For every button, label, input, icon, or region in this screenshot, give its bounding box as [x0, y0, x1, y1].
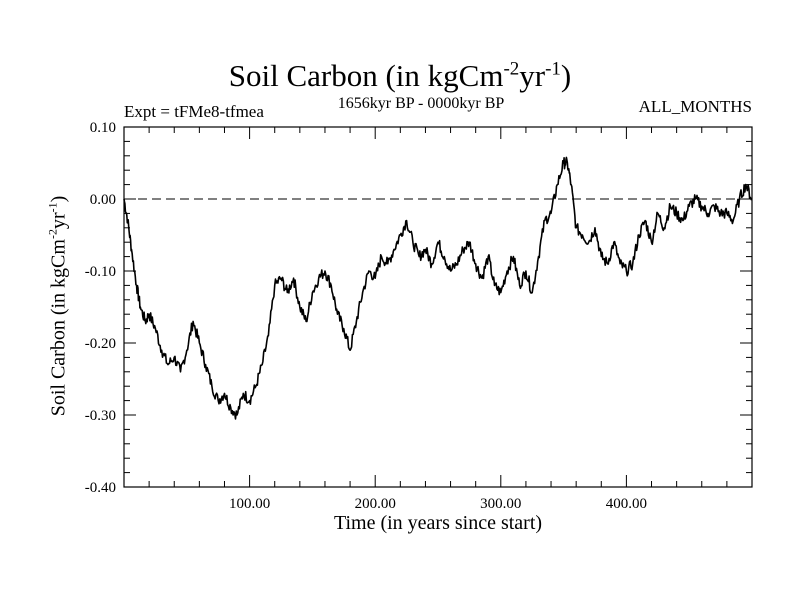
series-line-soil-carbon	[123, 156, 753, 420]
months-label: ALL_MONTHS	[638, 97, 752, 116]
experiment-label: Expt = tFMe8-tfmea	[124, 102, 264, 121]
y-tick-label: 0.00	[90, 192, 116, 208]
chart-title: Soil Carbon (in kgCm-2yr-1)	[228, 58, 572, 93]
y-tick-label: -0.20	[85, 336, 116, 352]
y-tick-label: -0.10	[85, 264, 116, 280]
plot-frame	[123, 126, 753, 488]
y-tick-label: 0.10	[90, 120, 116, 136]
x-tick-label: 200.00	[355, 496, 396, 512]
y-tick-label: -0.30	[85, 408, 116, 424]
y-tick-label: -0.40	[85, 480, 116, 496]
x-tick-label: 300.00	[480, 496, 521, 512]
period-label: 1656kyr BP - 0000kyr BP	[337, 95, 505, 112]
x-axis-label: Time (in years since start)	[333, 512, 543, 534]
x-tick-label: 400.00	[606, 496, 647, 512]
x-tick-label: 100.00	[229, 496, 270, 512]
